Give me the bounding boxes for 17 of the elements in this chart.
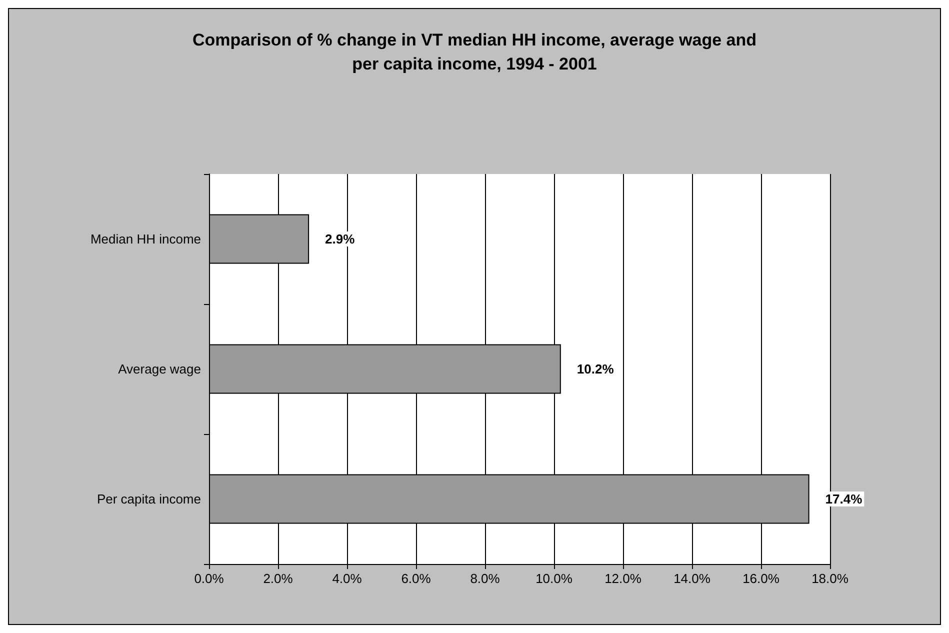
y-tick-label: Per capita income [96,492,201,506]
data-label: 17.4% [825,492,863,506]
x-tick-label: 14.0% [674,571,711,586]
x-tick-label: 16.0% [742,571,780,586]
chart-title: Comparison of % change in VT median HH income, average wage and per capita income, 1994 - 2001 [192,30,756,74]
x-tick-label: 12.0% [604,571,642,586]
x-tick-label: 4.0% [332,571,362,586]
x-tick-label: 18.0% [812,571,849,586]
y-tick-label: Median HH income [90,232,201,246]
x-tick-label: 0.0% [194,571,224,586]
x-tick-label: 10.0% [536,571,573,586]
data-label: 2.9% [325,232,356,246]
x-tick-label: 6.0% [401,571,432,586]
x-tick-label: 2.0% [263,571,294,586]
y-tick-label: Average wage [118,362,201,376]
data-label: 10.2% [576,362,614,376]
x-tick-label: 8.0% [470,571,500,586]
